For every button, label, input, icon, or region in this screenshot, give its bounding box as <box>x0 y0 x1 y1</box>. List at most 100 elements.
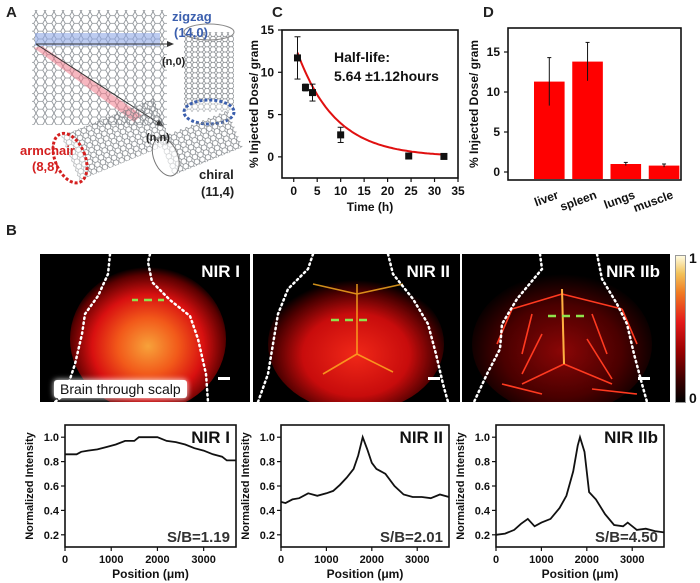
nir-iib-label: NIR IIb <box>606 262 660 281</box>
scale-bar <box>218 377 230 380</box>
y-tick-label: 1.0 <box>44 432 59 444</box>
y-axis-label: Normalized Intensity <box>24 431 36 539</box>
data-point <box>440 152 448 160</box>
profile-line <box>495 433 665 536</box>
y-tick-label: 0.4 <box>260 505 276 517</box>
y-tick-label: 0.6 <box>260 481 275 493</box>
data-point <box>405 152 413 160</box>
x-tick-label: 3000 <box>620 554 644 566</box>
x-axis-label: Position (μm) <box>542 567 619 581</box>
profile-title: NIR I <box>191 428 230 447</box>
armchair-nanotube <box>51 98 172 185</box>
half-life-value: 5.64 ±1.12hours <box>334 68 439 84</box>
scale-bar <box>638 377 650 380</box>
y-tick-label: 5 <box>267 108 274 122</box>
profile-title: NIR II <box>400 428 443 447</box>
zigzag-label: zigzag <box>172 9 212 24</box>
y-tick-label: 0.8 <box>44 457 59 469</box>
x-tick-label: 0 <box>493 554 499 566</box>
bar-lungs <box>610 164 642 179</box>
bar-spleen <box>572 61 603 179</box>
armchair-label: armchair <box>20 143 75 158</box>
y-tick-label: 1.0 <box>475 432 490 444</box>
vector-nn-label: (n,n) <box>146 132 170 144</box>
zigzag-highlight <box>35 33 160 46</box>
colorbar-min-label: 0 <box>689 390 697 406</box>
chiral-nanotube <box>151 110 243 177</box>
nir-iib-vessels <box>472 254 652 402</box>
profile-line <box>65 436 236 462</box>
profile-line <box>280 434 450 505</box>
x-tick-label: 3000 <box>191 554 215 566</box>
brain-through-scalp-caption: Brain through scalp <box>54 380 187 398</box>
x-tick-label: 25 <box>404 184 418 198</box>
x-tick-label: 20 <box>381 184 395 198</box>
category-label-liver: liver <box>532 188 560 210</box>
data-point <box>293 54 301 62</box>
signal-background-ratio: S/B=4.50 <box>595 529 658 546</box>
panel-letter-a: A <box>6 4 17 21</box>
scale-bar <box>428 377 440 380</box>
y-tick-label: 10 <box>487 85 501 99</box>
x-tick-label: 0 <box>62 554 68 566</box>
x-tick-label: 15 <box>357 184 371 198</box>
x-tick-label: 2000 <box>360 554 384 566</box>
y-tick-label: 0.8 <box>475 457 490 469</box>
x-tick-label: 3000 <box>405 554 429 566</box>
y-tick-label: 0 <box>267 150 274 164</box>
y-tick-label: 0 <box>493 165 500 179</box>
x-axis-label: Position (μm) <box>327 567 404 581</box>
nir-iib-image: NIR IIb <box>462 254 670 402</box>
signal-background-ratio: S/B=2.01 <box>380 529 443 546</box>
y-tick-label: 15 <box>487 45 501 59</box>
x-tick-label: 1000 <box>99 554 123 566</box>
y-tick-label: 0.6 <box>475 481 490 493</box>
chart-c-frame <box>281 29 459 179</box>
chiral-label: chiral <box>199 167 234 182</box>
category-label-lungs: lungs <box>602 188 637 212</box>
nir-ii-image: NIR II <box>253 254 460 402</box>
panel-letter-d: D <box>483 4 494 21</box>
x-tick-label: 2000 <box>145 554 169 566</box>
vector-n0-label: (n,0) <box>162 56 186 68</box>
y-tick-label: 0.2 <box>260 530 275 542</box>
y-tick-label: 10 <box>261 65 275 79</box>
panel-letter-b: B <box>6 222 17 239</box>
y-axis-label: Normalized Intensity <box>455 431 467 539</box>
zigzag-nanotube <box>182 23 236 126</box>
x-axis-label: Time (h) <box>347 200 393 214</box>
x-tick-label: 2000 <box>575 554 599 566</box>
half-life-label: Half-life: <box>334 49 390 65</box>
y-axis-label: % Injected Dose/ gram <box>247 40 261 168</box>
nir-ii-vessels <box>256 254 450 402</box>
category-label-spleen: spleen <box>558 188 599 214</box>
x-axis-label: Position (μm) <box>112 567 189 581</box>
x-tick-label: 30 <box>428 184 442 198</box>
colorbar-max-label: 1 <box>689 250 697 266</box>
data-point <box>301 84 309 92</box>
nir-i-label: NIR I <box>201 262 240 281</box>
chiral-index: (11,4) <box>201 184 234 199</box>
data-point <box>309 89 317 97</box>
y-tick-label: 15 <box>261 23 275 37</box>
category-label-muscle: muscle <box>631 188 675 215</box>
y-tick-label: 0.4 <box>44 505 60 517</box>
x-tick-label: 10 <box>334 184 348 198</box>
x-tick-label: 0 <box>290 184 297 198</box>
signal-background-ratio: S/B=1.19 <box>167 529 230 546</box>
y-axis-label: % Injected Dose/ gram <box>467 40 481 168</box>
data-point <box>337 131 345 139</box>
panel-letter-c: C <box>272 4 283 21</box>
y-tick-label: 0.4 <box>475 505 491 517</box>
x-tick-label: 35 <box>451 184 465 198</box>
colorbar <box>675 255 686 403</box>
y-tick-label: 0.6 <box>44 481 59 493</box>
x-tick-label: 5 <box>314 184 321 198</box>
armchair-highlight <box>34 46 142 122</box>
y-tick-label: 1.0 <box>260 432 275 444</box>
profile-title: NIR IIb <box>604 428 658 447</box>
y-axis-label: Normalized Intensity <box>240 431 252 539</box>
y-tick-label: 5 <box>493 125 500 139</box>
nir-i-glow <box>53 254 226 402</box>
